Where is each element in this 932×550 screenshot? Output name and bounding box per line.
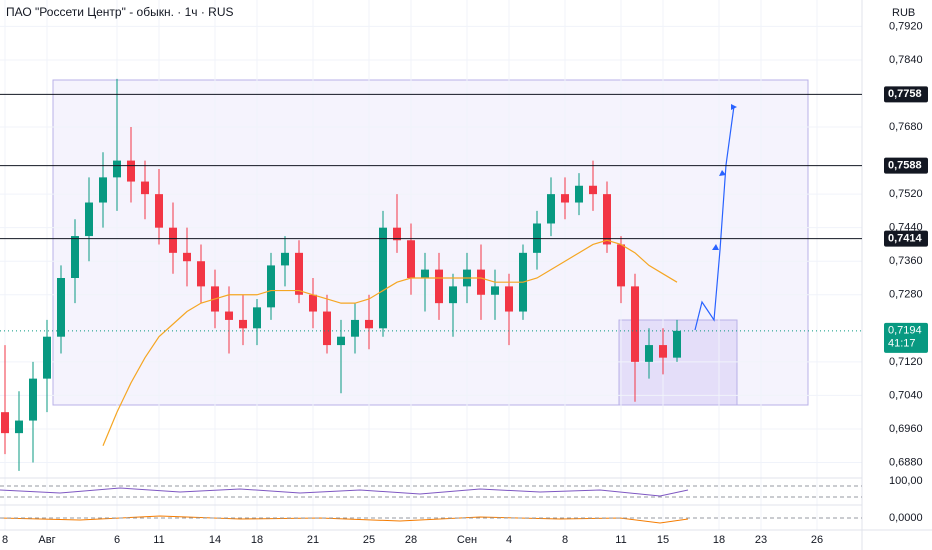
candle-body [505, 286, 513, 312]
candle-body [393, 227, 401, 241]
y-tick-label: 0,7120 [889, 356, 923, 368]
candle-body [155, 194, 163, 228]
x-tick-label: 8 [562, 534, 568, 546]
candle-body [351, 319, 359, 337]
countdown: 41:17 [888, 338, 916, 350]
candle-body [225, 311, 233, 320]
candle-body [85, 202, 93, 237]
candle-body [71, 236, 79, 278]
moving-average [102, 239, 678, 446]
candle-body [99, 177, 107, 203]
level-label: 0,7758 [888, 88, 922, 100]
level-tag [884, 230, 928, 247]
candle-body [127, 160, 135, 182]
y-tick-label: 0,7520 [889, 188, 923, 200]
macd-line [0, 515, 689, 524]
candle-body [1, 412, 9, 434]
candle-body [561, 194, 569, 203]
candle-body [477, 269, 485, 295]
rsi-bands [0, 485, 862, 498]
candle-body [337, 336, 345, 346]
indicator-label: 0,0000 [889, 512, 923, 524]
y-tick-label: 0,7680 [889, 121, 923, 133]
x-tick-label: 18 [713, 534, 725, 546]
y-tick-label: 0,7840 [889, 54, 923, 66]
chart-title: ПАО "Россети Центр" - обыкн. · 1ч · RUS [6, 5, 234, 19]
candle-body [43, 336, 51, 379]
candle-body [421, 269, 429, 278]
level-tag [884, 157, 928, 174]
currency: RUB [892, 7, 915, 19]
level-label: 0,7414 [888, 232, 923, 244]
projection-path [694, 105, 735, 331]
candle-body [379, 227, 387, 329]
candle-body [407, 240, 415, 278]
candle-body [491, 286, 499, 295]
y-tick-label: 0,6960 [889, 423, 923, 435]
y-tick-label: 0,7280 [889, 289, 923, 301]
candle-body [631, 286, 639, 362]
candle-body [295, 252, 303, 295]
candle-body [365, 319, 373, 329]
x-tick-label: Авг [38, 534, 55, 546]
x-tick-label: 6 [114, 534, 120, 546]
x-tick-label: 28 [405, 534, 417, 546]
x-tick-label: 4 [506, 534, 512, 546]
level-label: 0,7588 [888, 160, 922, 172]
candle-body [169, 227, 177, 253]
last-price-tag [884, 322, 928, 353]
x-tick-label: 15 [657, 534, 669, 546]
candle-body [267, 265, 275, 308]
indicator-label: 100,00 [889, 475, 923, 487]
candle-body [239, 319, 247, 329]
x-tick-label: 8 [2, 534, 8, 546]
candle-body [253, 307, 261, 329]
candle-body [617, 244, 625, 287]
candle-body [57, 277, 65, 337]
candle-body [435, 269, 443, 304]
rsi-line [0, 487, 689, 497]
candle-body [659, 345, 667, 358]
candle-body [281, 252, 289, 266]
level-tag [884, 86, 928, 103]
candle-body [589, 185, 597, 195]
last-price-label: 0,7194 [888, 325, 922, 337]
candle-body [673, 330, 681, 358]
x-tick-label: 18 [251, 534, 263, 546]
y-tick-label: 0,6880 [889, 456, 923, 468]
y-tick-label: 0,7920 [889, 20, 923, 32]
candle-body [183, 252, 191, 262]
candle-body [113, 160, 121, 178]
x-tick-label: 23 [755, 534, 767, 546]
candle-body [197, 261, 205, 287]
y-tick-label: 0,7040 [889, 389, 923, 401]
x-tick-label: 11 [615, 534, 626, 546]
candle-body [603, 194, 611, 245]
x-tick-label: Сен [457, 534, 477, 546]
candle-body [449, 286, 457, 304]
x-tick-label: 25 [363, 534, 375, 546]
candle-body [29, 378, 37, 421]
candle-body [575, 185, 583, 203]
x-tick-label: 21 [307, 534, 319, 546]
candle-body [547, 194, 555, 224]
x-tick-label: 26 [811, 534, 823, 546]
x-tick-label: 11 [153, 534, 164, 546]
y-tick-label: 0,7360 [889, 255, 923, 267]
candle-body [15, 420, 23, 434]
x-tick-label: 14 [209, 534, 221, 546]
candle-body [645, 345, 653, 362]
candle-body [141, 181, 149, 195]
candle-body [323, 311, 331, 346]
candle-body [309, 294, 317, 312]
